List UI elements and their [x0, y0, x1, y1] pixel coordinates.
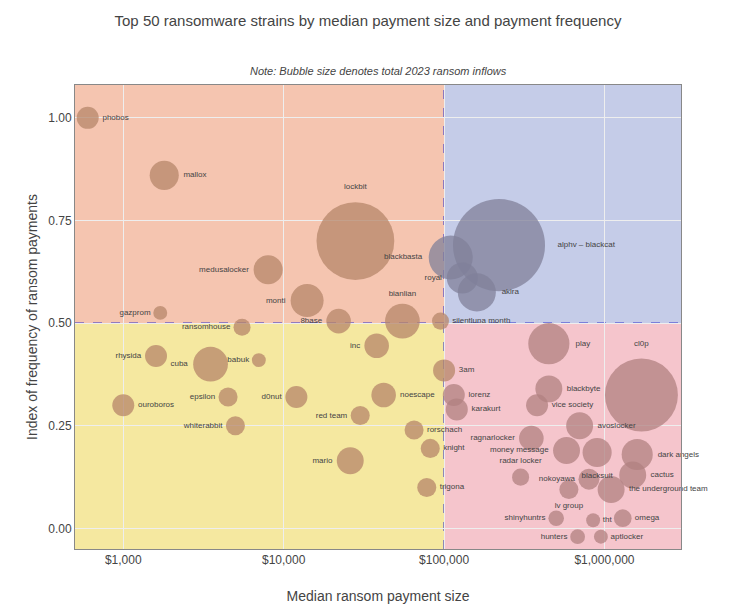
svg-text:epsilon: epsilon: [190, 392, 215, 401]
svg-text:Top 50 ransomware strains by m: Top 50 ransomware strains by median paym…: [115, 12, 622, 29]
svg-text:mario: mario: [312, 456, 333, 465]
svg-text:silentluna month: silentluna month: [452, 316, 510, 325]
svg-text:the underground team: the underground team: [629, 484, 708, 493]
svg-text:3am: 3am: [459, 365, 475, 374]
svg-text:lorenz: lorenz: [469, 390, 491, 399]
svg-text:blackbasta: blackbasta: [384, 252, 423, 261]
svg-text:Median ransom payment size: Median ransom payment size: [287, 588, 470, 604]
svg-text:ragnarlocker: ragnarlocker: [470, 433, 515, 442]
svg-text:$10,000: $10,000: [262, 553, 306, 567]
svg-text:aptlocker: aptlocker: [611, 532, 644, 541]
svg-text:alphv – blackcat: alphv – blackcat: [558, 240, 616, 249]
svg-text:Index of frequency of ransom p: Index of frequency of ransom payments: [24, 194, 40, 440]
svg-text:medusalocker: medusalocker: [199, 265, 249, 274]
svg-text:bianlian: bianlian: [389, 289, 417, 298]
svg-text:0.75: 0.75: [48, 214, 72, 228]
svg-text:whiterabbit: whiterabbit: [183, 421, 223, 430]
svg-text:red team: red team: [316, 411, 348, 420]
svg-text:play: play: [576, 339, 591, 348]
svg-text:omega: omega: [635, 513, 660, 522]
svg-text:akira: akira: [502, 287, 520, 296]
svg-text:d0nut: d0nut: [262, 392, 283, 401]
svg-text:$100,000: $100,000: [419, 553, 469, 567]
svg-text:lockbit: lockbit: [344, 182, 367, 191]
svg-text:0.25: 0.25: [48, 419, 72, 433]
svg-text:cl0p: cl0p: [634, 339, 649, 348]
svg-text:rorschach: rorschach: [427, 425, 462, 434]
svg-text:avoslocker: avoslocker: [597, 421, 636, 430]
svg-text:0.50: 0.50: [48, 316, 72, 330]
svg-text:inc: inc: [350, 341, 360, 350]
svg-text:$1,000: $1,000: [105, 553, 142, 567]
svg-text:monti: monti: [266, 296, 286, 305]
svg-text:1.00: 1.00: [48, 111, 72, 125]
svg-text:noescape: noescape: [400, 390, 435, 399]
svg-text:radar locker: radar locker: [499, 456, 542, 465]
svg-text:cuba: cuba: [170, 359, 188, 368]
svg-text:$1,000,000: $1,000,000: [574, 553, 634, 567]
svg-text:ouroboros: ouroboros: [138, 400, 174, 409]
svg-text:trigona: trigona: [440, 482, 465, 491]
svg-text:Note: Bubble size denotes tota: Note: Bubble size denotes total 2023 ran…: [250, 65, 507, 77]
svg-text:mallox: mallox: [183, 170, 206, 179]
svg-text:royal: royal: [425, 273, 443, 282]
svg-text:nokoyawa: nokoyawa: [539, 474, 576, 483]
svg-text:blackbyte: blackbyte: [567, 384, 601, 393]
svg-text:money message: money message: [490, 445, 549, 454]
svg-text:0.00: 0.00: [48, 522, 72, 536]
svg-text:karakurt: karakurt: [472, 404, 502, 413]
svg-text:phobos: phobos: [102, 113, 128, 122]
svg-text:rhysida: rhysida: [115, 351, 141, 360]
svg-text:lv group: lv group: [555, 501, 584, 510]
svg-text:8base: 8base: [300, 316, 322, 325]
svg-text:blacksuit: blacksuit: [582, 471, 614, 480]
svg-text:gazprom: gazprom: [119, 308, 150, 317]
svg-text:dark angels: dark angels: [658, 450, 699, 459]
svg-text:babuk: babuk: [227, 355, 250, 364]
svg-text:shinyhuntrs: shinyhuntrs: [505, 513, 546, 522]
svg-text:tht: tht: [603, 515, 613, 524]
svg-text:hunters: hunters: [541, 532, 568, 541]
svg-text:vice society: vice society: [552, 400, 593, 409]
svg-text:ransomhouse: ransomhouse: [182, 322, 231, 331]
svg-text:cactus: cactus: [651, 470, 674, 479]
svg-text:knight: knight: [443, 443, 465, 452]
